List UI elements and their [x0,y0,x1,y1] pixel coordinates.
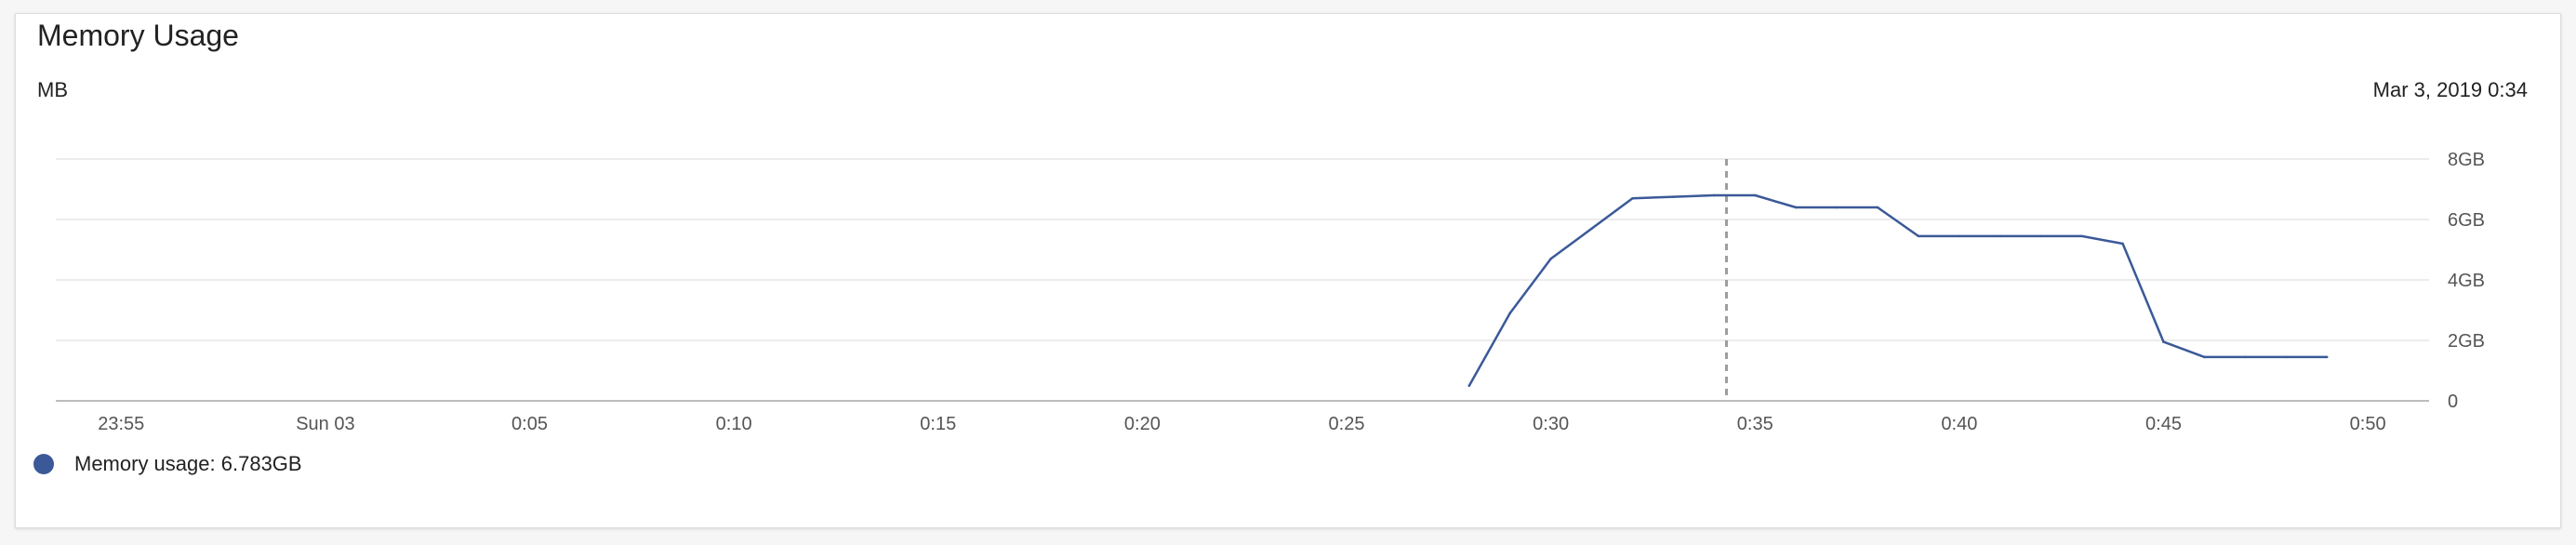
data-point [2080,234,2083,238]
legend-label: Memory usage [74,452,210,475]
data-point [1672,195,1675,198]
x-tick-label: 0:45 [2145,414,2182,434]
data-point [1713,193,1716,197]
x-tick-label: Sun 03 [296,414,354,434]
legend-swatch [33,454,54,474]
legend-value: 6.783GB [220,452,302,475]
x-tick-label: 0:25 [1329,414,1365,434]
data-point [1590,227,1593,231]
data-point [1753,193,1757,197]
data-point [1508,312,1512,315]
x-tick-label: 0:15 [920,414,956,434]
data-point [1998,234,2002,238]
hover-timestamp: Mar 3, 2019 0:34 [2372,78,2528,101]
data-point [2162,340,2165,343]
x-tick-label: 0:20 [1124,414,1161,434]
data-point [2203,355,2206,359]
x-tick-label: 0:35 [1737,414,1773,434]
data-point [1549,257,1552,260]
x-tick-label: 0:10 [716,414,752,434]
x-tick-label: 0:30 [1533,414,1569,434]
memory-usage-card [15,13,2561,528]
data-point [2244,355,2247,359]
series-line-memory-usage [1467,193,2328,387]
x-tick-label: 0:50 [2350,414,2386,434]
legend[interactable]: Memory usage: 6.783GB [33,452,302,476]
data-point [2121,242,2124,246]
data-point [1958,234,1961,238]
y-tick-label: 4GB [2448,271,2485,291]
y-tick-label: 0 [2448,392,2458,412]
unit-label: MB [37,78,68,101]
x-tick-label: 0:40 [1941,414,1977,434]
data-point [1917,234,1920,238]
data-point [2325,355,2329,359]
y-tick-label: 2GB [2448,331,2485,352]
chart-title: Memory Usage [37,19,239,52]
data-point [1631,196,1634,200]
y-tick-label: 6GB [2448,210,2485,231]
legend-separator: : [209,452,221,475]
data-point [2284,355,2288,359]
x-tick-label: 23:55 [98,414,144,434]
x-tick-label: 0:05 [511,414,548,434]
data-point [2039,234,2043,238]
y-tick-label: 8GB [2448,150,2485,170]
data-point [1467,384,1471,388]
data-point [1794,206,1798,209]
data-point [1835,206,1839,209]
data-point [1876,206,1879,209]
